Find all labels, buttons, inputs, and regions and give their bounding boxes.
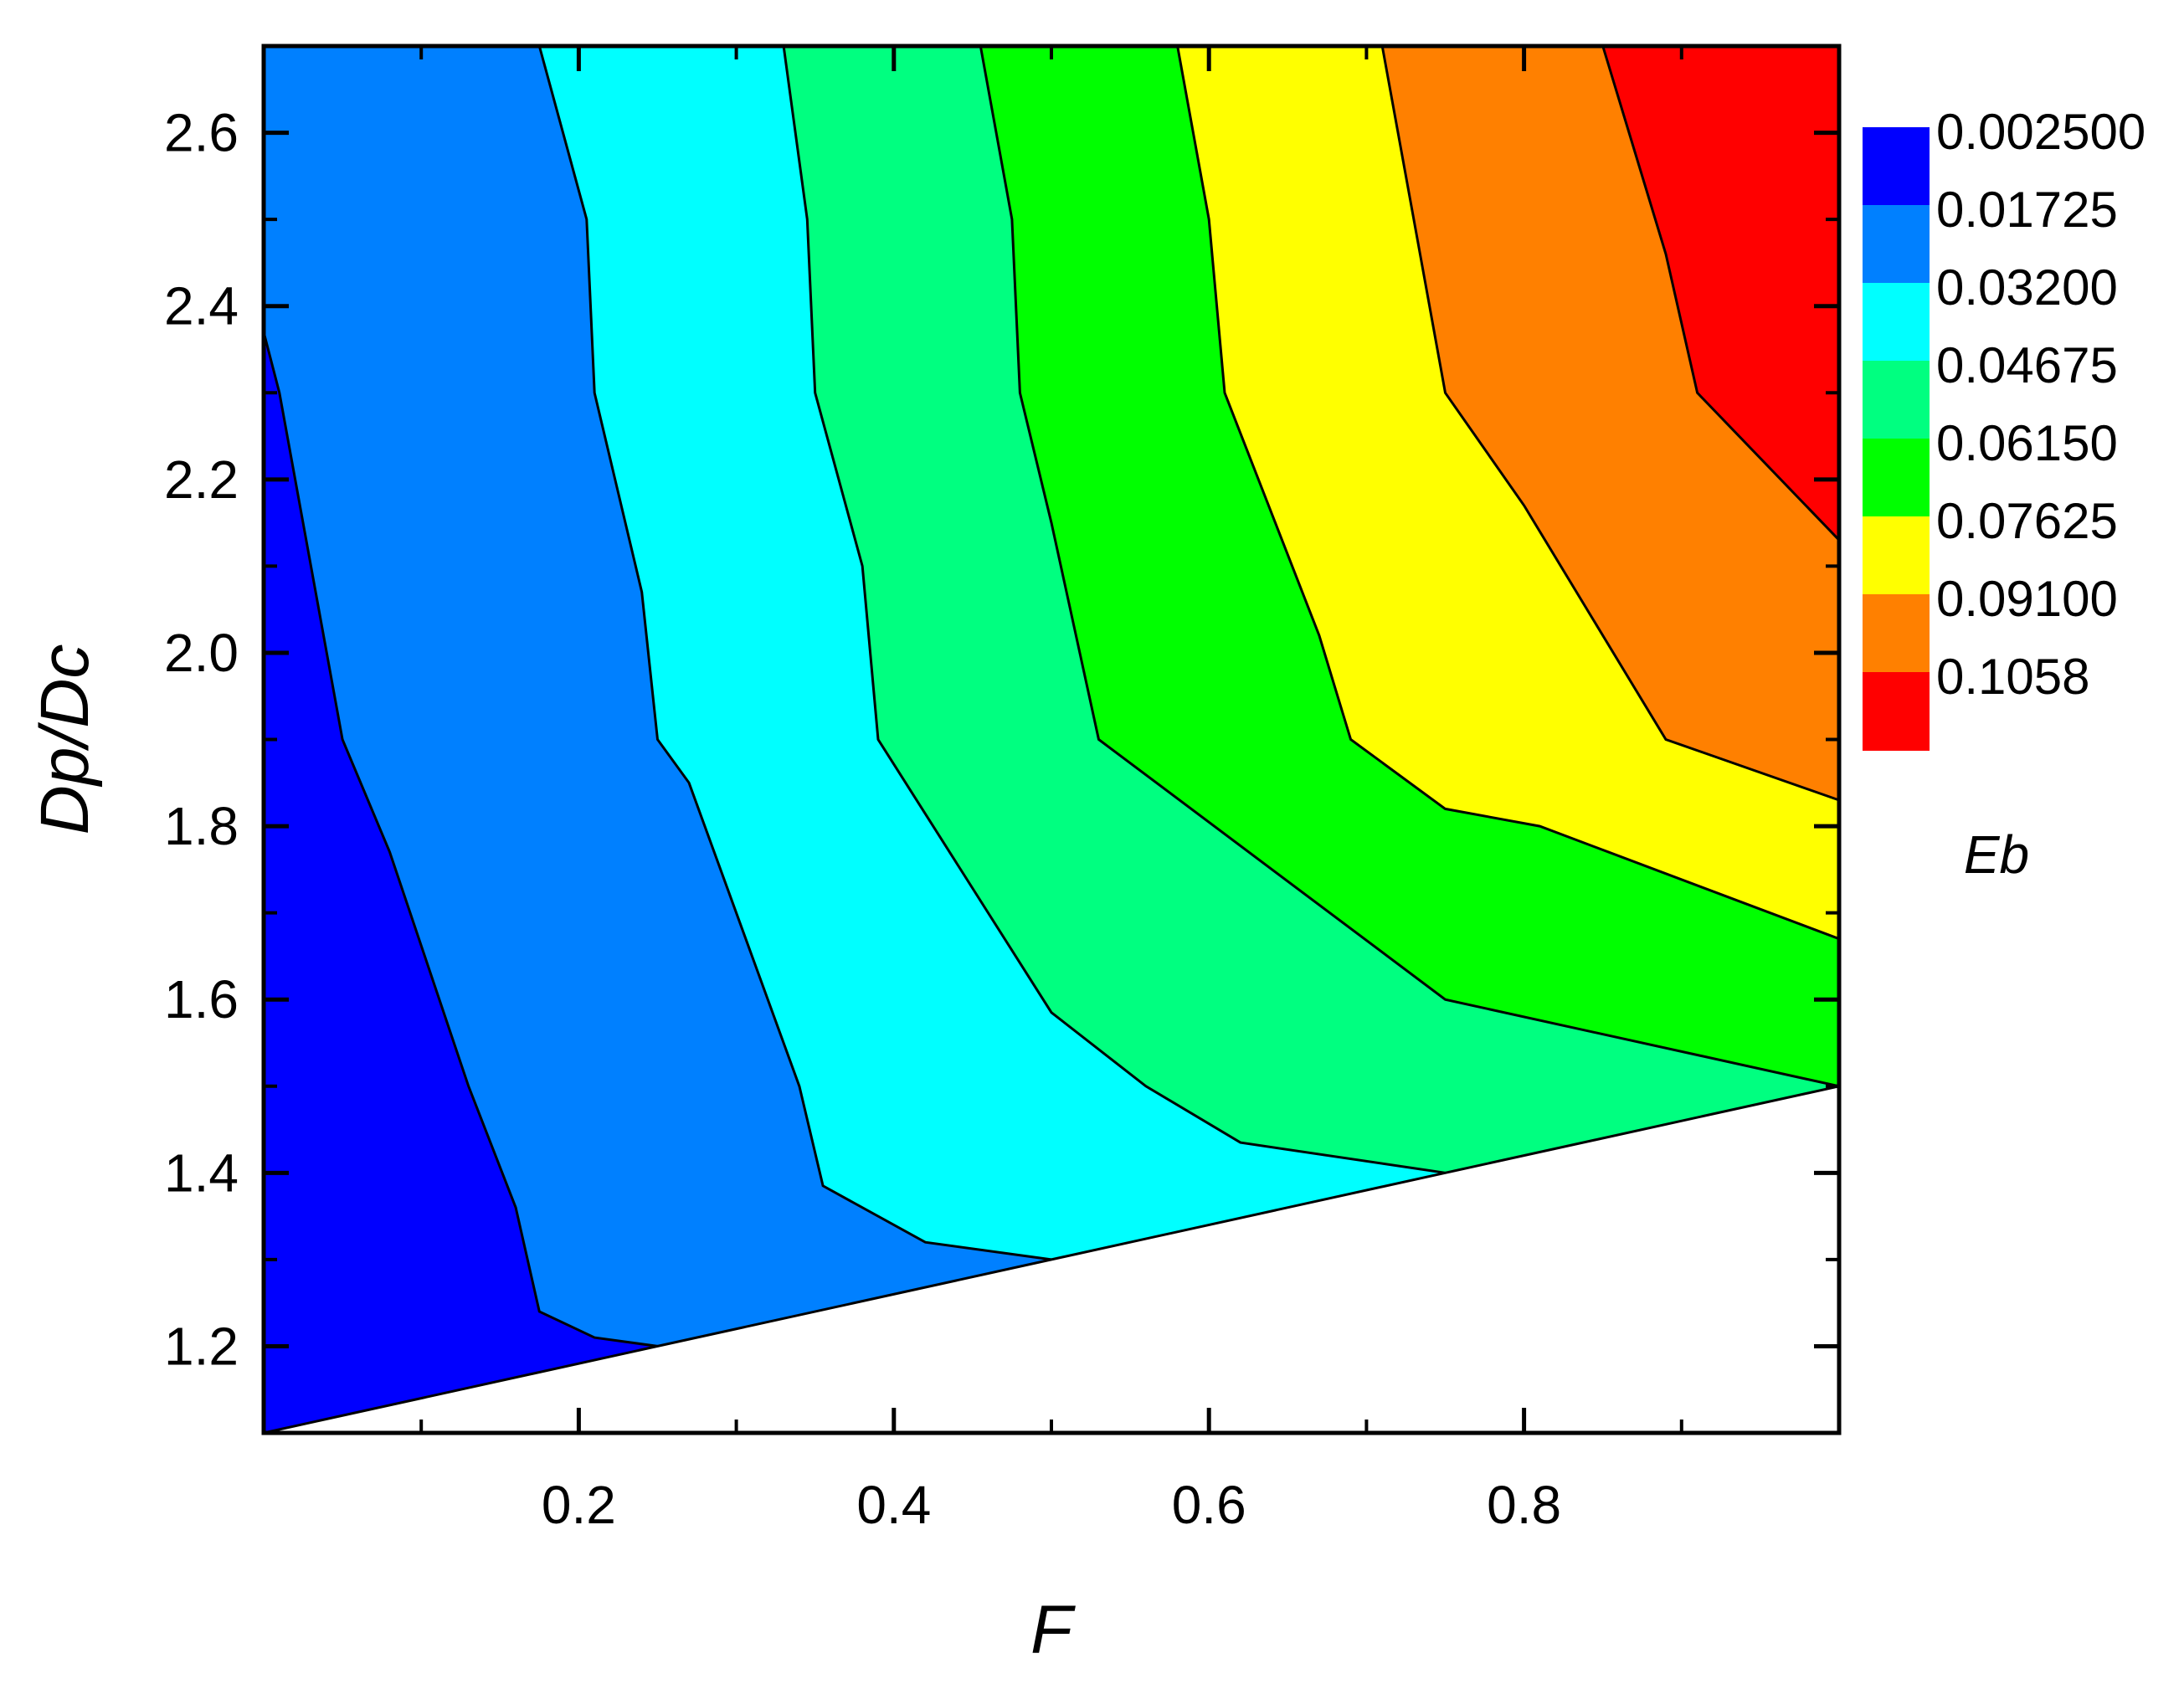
y-tick-label: 1.4: [164, 1142, 239, 1203]
contour-line-3: [782, 45, 1446, 1174]
contour-line-4: [979, 45, 1840, 1088]
contour-line-2: [537, 45, 1052, 1261]
legend-label: 0.04675: [1936, 337, 2118, 393]
contour-lines: [262, 45, 1841, 1435]
legend-swatch: [1863, 361, 1930, 439]
y-tick-label: 1.8: [164, 796, 239, 856]
contour-region-7: [1602, 46, 1839, 541]
plot-axes: 0.2 0.4 0.6 0.8 1.2 1.4 1.6 1.8 2.0 2.2 2.4 2.6: [164, 44, 1842, 1535]
legend-label: 0.01725: [1936, 182, 2118, 238]
legend-swatch: [1863, 127, 1930, 206]
legend-title: Eb: [1964, 824, 2029, 885]
legend-swatch: [1863, 205, 1930, 284]
contour-line-1: [262, 331, 658, 1348]
contour-line-5: [1176, 45, 1840, 941]
legend-label: 0.03200: [1936, 259, 2118, 316]
y-tick-label: 1.6: [164, 969, 239, 1029]
y-tick-label: 2.0: [164, 623, 239, 683]
x-tick-label: 0.4: [856, 1475, 931, 1535]
legend-label: 0.09100: [1936, 571, 2118, 627]
x-axis-title: F: [1030, 1592, 1076, 1668]
legend-swatch: [1863, 594, 1930, 673]
contour-line-7: [1601, 45, 1841, 542]
legend-label: 0.06150: [1936, 415, 2118, 471]
legend-label: 0.07625: [1936, 493, 2118, 549]
boundary-line: [263, 1085, 1840, 1435]
x-tick-label: 0.8: [1487, 1475, 1561, 1535]
x-tick-label: 0.2: [542, 1475, 616, 1535]
y-tick-label: 2.2: [164, 449, 239, 510]
legend-label: 0.002500: [1936, 104, 2145, 160]
contour-regions: [264, 46, 1839, 1433]
legend-swatch: [1863, 516, 1930, 595]
color-legend: 0.002500 0.01725 0.03200 0.04675 0.06150 0.07…: [1863, 104, 2145, 751]
y-tick-label: 2.4: [164, 276, 239, 336]
x-tick-label: 0.6: [1172, 1475, 1246, 1535]
y-axis-title: Dp/Dc: [27, 644, 103, 835]
y-tick-label: 2.6: [164, 103, 239, 163]
legend-swatch: [1863, 439, 1930, 517]
legend-swatch: [1863, 283, 1930, 362]
legend-label: 0.1058: [1936, 649, 2090, 705]
contour-line-6: [1380, 45, 1840, 802]
y-tick-label: 1.2: [164, 1316, 239, 1376]
legend-swatch: [1863, 672, 1930, 751]
